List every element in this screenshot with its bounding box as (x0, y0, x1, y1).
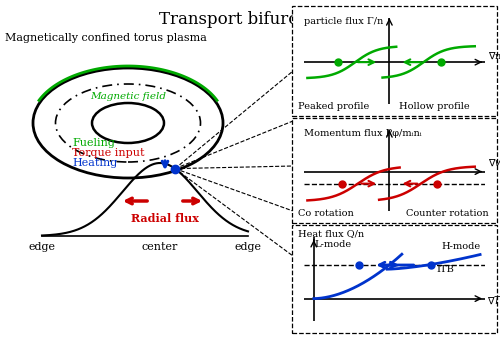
Text: Magnetic field: Magnetic field (90, 92, 166, 101)
Text: Momentum flux Pφ/mᵢnᵢ: Momentum flux Pφ/mᵢnᵢ (304, 129, 422, 138)
Text: Magnetically confined torus plasma: Magnetically confined torus plasma (5, 33, 207, 43)
Text: L-mode: L-mode (315, 240, 352, 249)
Text: $\nabla T$: $\nabla T$ (488, 294, 500, 306)
Text: Counter rotation: Counter rotation (406, 209, 488, 218)
Text: edge: edge (234, 242, 262, 252)
Text: Transport bifurcation: Transport bifurcation (160, 11, 340, 28)
Text: Fueling: Fueling (72, 138, 115, 148)
Bar (292, 6, 497, 116)
Text: center: center (142, 242, 178, 252)
Text: ITB: ITB (436, 265, 454, 274)
Text: edge: edge (28, 242, 56, 252)
Text: $\nabla$n/n: $\nabla$n/n (488, 50, 500, 61)
Text: Radial flux: Radial flux (131, 213, 199, 224)
Text: Heat flux Q/n: Heat flux Q/n (298, 229, 364, 238)
Text: Peaked profile: Peaked profile (298, 102, 369, 111)
Bar (292, 225, 497, 333)
Text: Hollow profile: Hollow profile (399, 102, 469, 111)
Text: H-mode: H-mode (441, 242, 480, 251)
Bar (292, 118, 497, 223)
Text: Heating: Heating (72, 158, 117, 168)
Text: Co rotation: Co rotation (298, 209, 354, 218)
Text: Torque input: Torque input (72, 148, 144, 158)
Text: particle flux Γ/n: particle flux Γ/n (304, 17, 384, 26)
Text: $\nabla v_\phi$: $\nabla v_\phi$ (488, 157, 500, 170)
